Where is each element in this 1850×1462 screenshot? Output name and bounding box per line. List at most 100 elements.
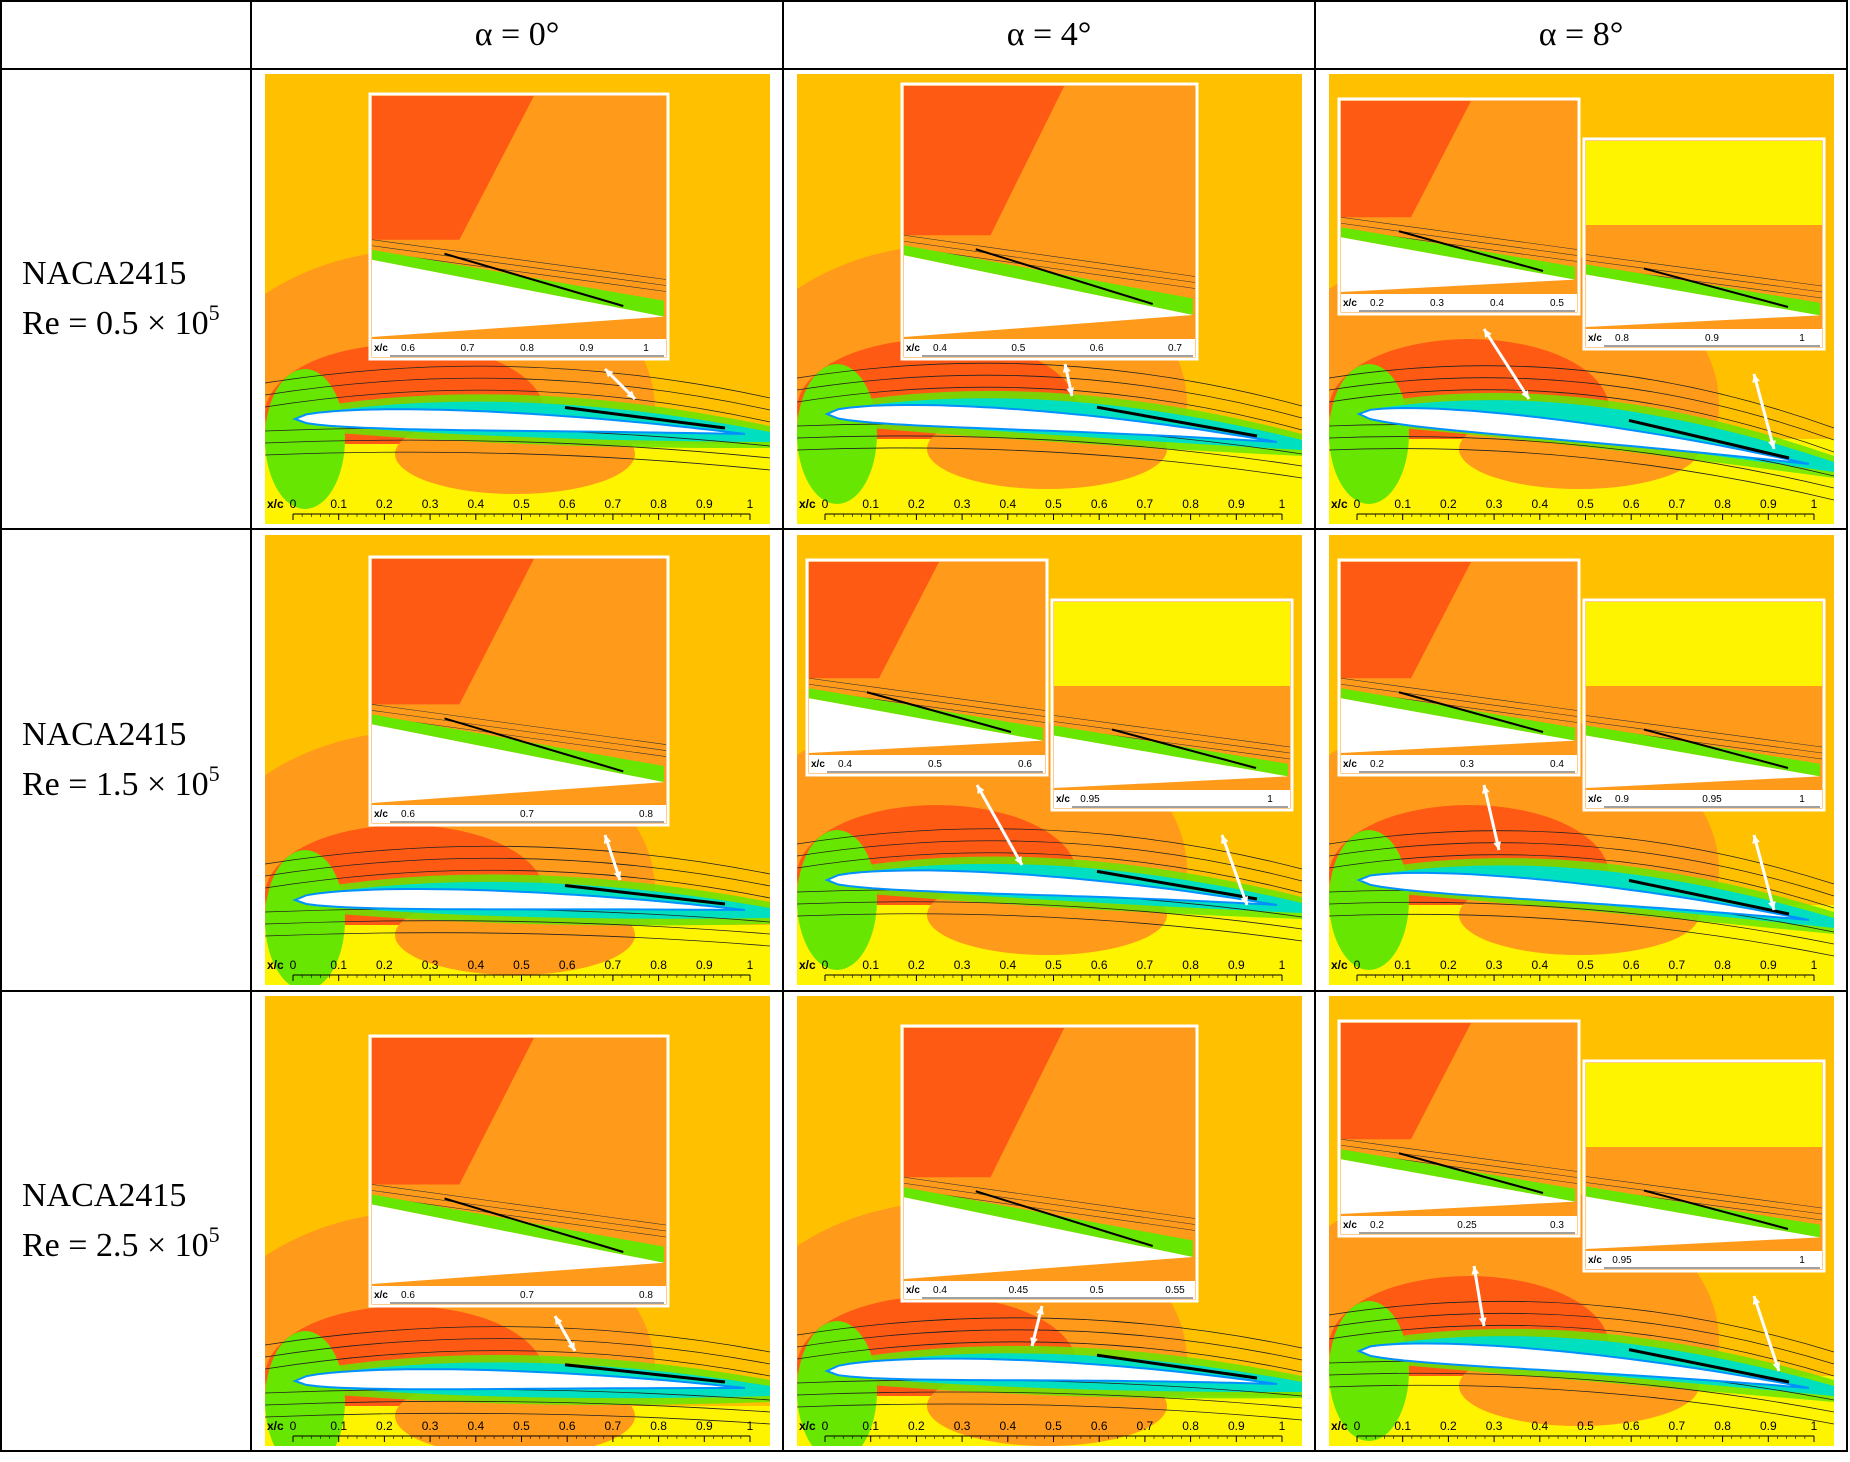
axis-tick-label: 0 bbox=[821, 1419, 828, 1433]
axis-tick-label: 0.3 bbox=[953, 497, 970, 511]
axis-tick-label: 0.4 bbox=[999, 1419, 1016, 1433]
streamline bbox=[796, 362, 1302, 407]
inset-airfoil-surface bbox=[371, 1204, 664, 1284]
zoom-arrow bbox=[1482, 328, 1530, 400]
streamline bbox=[264, 439, 770, 459]
axis-tick-label: 0.7 bbox=[604, 958, 621, 972]
arrow-head bbox=[626, 390, 635, 399]
separation-bubble bbox=[1096, 405, 1257, 438]
axis-tick-label: 0.1 bbox=[862, 497, 879, 511]
streamline bbox=[264, 1350, 770, 1377]
contour-plot: x/c 0 0.1 0.2 0.3 0.4 0.5 0.6 0.7 0.8 0.9 1 x/c 0.2 0.… bbox=[1328, 74, 1834, 524]
axis-tick-label: 0.6 bbox=[1090, 1419, 1107, 1433]
axis-tick-label: 0.1 bbox=[330, 1419, 347, 1433]
inset-axis-label: x/c bbox=[1588, 333, 1602, 344]
inset-axis-strip bbox=[1340, 755, 1577, 773]
streamline bbox=[1328, 448, 1834, 501]
axis-tick-label: 1 bbox=[1278, 497, 1285, 511]
zoom-inset: x/c 0.9 0.95 1 bbox=[1582, 598, 1825, 812]
axis-tick-label: 0.7 bbox=[1136, 497, 1153, 511]
axis-tick-label: 0.5 bbox=[1577, 497, 1594, 511]
axis-label: x/c bbox=[267, 1419, 284, 1433]
inset-axis-label: x/c bbox=[374, 809, 388, 820]
axis-tick-label: 1 bbox=[746, 497, 753, 511]
arrow-head bbox=[603, 835, 611, 844]
inset-airfoil-surface bbox=[1340, 698, 1575, 753]
inset-tick-label: 0.5 bbox=[928, 759, 942, 770]
streamline bbox=[264, 1412, 770, 1425]
axis-tick-label: 0 bbox=[1353, 958, 1360, 972]
axis-label: x/c bbox=[799, 1419, 816, 1433]
zoom-arrow bbox=[975, 784, 1023, 866]
inset-tick-label: 0.2 bbox=[1370, 298, 1384, 309]
inset-axis-strip bbox=[1340, 1216, 1577, 1234]
inset-suction-region bbox=[1340, 1023, 1471, 1140]
axis-tick-label: 0.5 bbox=[1577, 958, 1594, 972]
inset-axis-label: x/c bbox=[906, 1285, 920, 1296]
stagnation-region bbox=[264, 1331, 345, 1446]
inset-tick-label: 0.7 bbox=[1168, 343, 1182, 354]
inset-tick-label: 0.6 bbox=[401, 343, 415, 354]
zoom-arrow bbox=[1062, 363, 1074, 397]
airfoil-name: NACA2415 bbox=[22, 255, 187, 292]
streamline bbox=[264, 1326, 770, 1353]
arrow-head bbox=[554, 1316, 562, 1325]
inset-tick-label: 0.4 bbox=[1490, 298, 1504, 309]
axis-tick-label: 0.2 bbox=[376, 497, 393, 511]
axis-tick-label: 0.2 bbox=[1440, 497, 1457, 511]
inset-separation-line bbox=[974, 1190, 1153, 1247]
inset-tick-label: 0.4 bbox=[1550, 759, 1564, 770]
inset-tick-label: 0.6 bbox=[1018, 759, 1032, 770]
axis-tick-label: 0 bbox=[289, 497, 296, 511]
streamline bbox=[1328, 1372, 1834, 1413]
inset-tick-label: 1 bbox=[1799, 794, 1805, 805]
inset-boundary-layer bbox=[903, 245, 1193, 315]
inset-axis-label: x/c bbox=[1056, 794, 1070, 805]
inset-tick-label: 0.8 bbox=[520, 343, 534, 354]
axis-tick-label: 0.2 bbox=[908, 1419, 925, 1433]
contour-plot: x/c 0 0.1 0.2 0.3 0.4 0.5 0.6 0.7 0.8 0.9 1 x/c 0.2 0.… bbox=[1328, 535, 1834, 985]
contour-panel: x/c 0 0.1 0.2 0.3 0.4 0.5 0.6 0.7 0.8 0.9 1 x/c 0.6 0.… bbox=[264, 535, 770, 985]
inset-tick-label: 0.2 bbox=[1370, 1220, 1384, 1231]
axis-label: x/c bbox=[799, 958, 816, 972]
inset-airfoil-surface bbox=[371, 259, 664, 337]
inset-axis-strip bbox=[1585, 1251, 1822, 1269]
axis-tick-label: 0.7 bbox=[1668, 497, 1685, 511]
row-header-re-1.5: NACA2415 Re = 1.5 × 105 bbox=[0, 528, 252, 992]
stagnation-region bbox=[264, 850, 345, 985]
arrow-head bbox=[1767, 440, 1776, 449]
streamline bbox=[1328, 436, 1834, 489]
axis-tick-label: 0.7 bbox=[1668, 1419, 1685, 1433]
arrow-head bbox=[1483, 329, 1492, 338]
inset-tick-label: 0.25 bbox=[1457, 1220, 1477, 1231]
inset-tick-label: 0.3 bbox=[1430, 298, 1444, 309]
airfoil-shape bbox=[1355, 406, 1809, 465]
inset-streamline bbox=[1053, 721, 1290, 754]
axis-tick-label: 0.3 bbox=[953, 958, 970, 972]
inset-boundary-layer bbox=[371, 249, 664, 317]
inset-axis-label: x/c bbox=[1343, 1220, 1357, 1231]
inset-streamline bbox=[1585, 254, 1822, 287]
inset-tick-label: 0.8 bbox=[1615, 333, 1629, 344]
inset-tick-label: 0.3 bbox=[1460, 759, 1474, 770]
contour-panel: x/c 0 0.1 0.2 0.3 0.4 0.5 0.6 0.7 0.8 0.9 1 x/c 0.4 0.… bbox=[796, 996, 1302, 1446]
zoom-arrow bbox=[553, 1315, 576, 1352]
stagnation-region bbox=[796, 830, 877, 970]
zoom-arrow bbox=[1481, 784, 1501, 851]
inset-axis-label: x/c bbox=[811, 759, 825, 770]
axis-tick-label: 0.9 bbox=[1759, 958, 1776, 972]
zoom-inset: x/c 0.2 0.3 0.4 0.5 bbox=[1337, 97, 1580, 316]
contour-panel: x/c 0 0.1 0.2 0.3 0.4 0.5 0.6 0.7 0.8 0.9 1 x/c 0.2 0.… bbox=[1328, 74, 1834, 524]
zoom-inset: x/c 0.2 0.3 0.4 bbox=[1337, 558, 1580, 777]
axis-tick-label: 0.7 bbox=[1136, 1419, 1153, 1433]
inset-tick-label: 0.2 bbox=[1370, 759, 1384, 770]
axis-tick-label: 0.9 bbox=[695, 958, 712, 972]
inset-axis-strip bbox=[903, 339, 1195, 357]
inset-suction-region bbox=[1340, 101, 1471, 218]
zoom-inset: x/c 0.2 0.25 0.3 bbox=[1337, 1019, 1580, 1238]
axis-tick-label: 1 bbox=[1810, 1419, 1817, 1433]
axis-tick-label: 0.9 bbox=[1759, 1419, 1776, 1433]
inset-tick-label: 0.95 bbox=[1612, 1255, 1632, 1266]
axis-tick-label: 0.4 bbox=[467, 958, 484, 972]
inset-axis-strip bbox=[1585, 329, 1822, 347]
